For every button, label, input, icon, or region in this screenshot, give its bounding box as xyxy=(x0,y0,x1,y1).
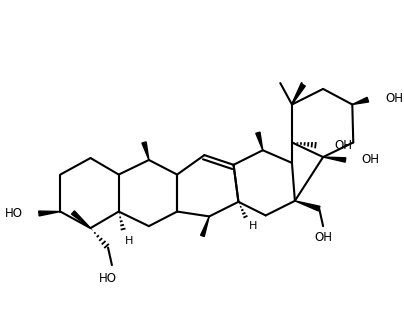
Text: OH: OH xyxy=(361,154,379,167)
Text: OH: OH xyxy=(335,139,353,152)
Polygon shape xyxy=(292,84,305,105)
Polygon shape xyxy=(323,157,346,162)
Polygon shape xyxy=(352,97,368,105)
Polygon shape xyxy=(201,217,209,237)
Text: HO: HO xyxy=(99,272,117,285)
Text: HO: HO xyxy=(5,207,23,220)
Polygon shape xyxy=(72,211,90,228)
Text: OH: OH xyxy=(385,92,403,105)
Polygon shape xyxy=(295,201,320,211)
Polygon shape xyxy=(142,142,149,160)
Text: H: H xyxy=(249,221,257,231)
Text: OH: OH xyxy=(314,231,332,244)
Polygon shape xyxy=(39,211,60,216)
Text: H: H xyxy=(125,236,134,246)
Polygon shape xyxy=(256,132,263,150)
